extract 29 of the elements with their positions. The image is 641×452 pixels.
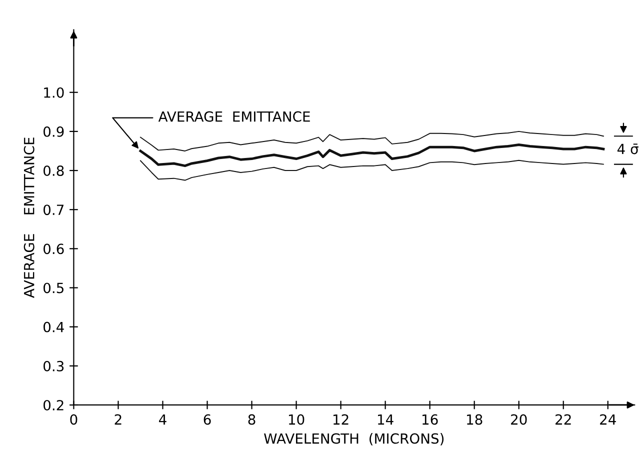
- x-tick-label: 12: [333, 414, 348, 425]
- y-axis-title: AVERAGE EMITTANCE: [24, 138, 34, 298]
- y-tick-label: 0.6: [44, 244, 64, 254]
- x-axis-title: WAVELENGTH (MICRONS): [264, 433, 444, 446]
- y-tick-label: 0.7: [44, 204, 64, 216]
- x-tick-label: 20: [511, 414, 527, 425]
- x-tick-label: 10: [288, 414, 304, 425]
- x-tick-label: 24: [600, 414, 616, 425]
- line-series: [139, 143, 605, 168]
- y-tick-label: 0.9: [44, 126, 64, 137]
- annotation: AVERAGE EMITTANCE: [158, 111, 310, 122]
- x-tick-label: 4: [159, 414, 166, 425]
- y-tick-label: 0.4: [44, 322, 64, 332]
- x-tick-label: 2: [114, 414, 122, 425]
- annotation: 4 σ̄: [617, 144, 638, 154]
- x-tick-label: 18: [467, 414, 482, 425]
- y-tick-label: 0.3: [44, 360, 64, 372]
- x-tick-label: 22: [556, 414, 571, 425]
- line-series: [140, 160, 604, 181]
- y-tick-label: 1.0: [44, 87, 64, 98]
- y-tick-label: 0.5: [44, 282, 64, 294]
- x-tick-label: 16: [422, 414, 438, 425]
- y-tick-label: 0.2: [44, 400, 64, 410]
- line-series: [140, 130, 604, 152]
- x-tick-label: 14: [378, 414, 394, 425]
- y-tick-label: 0.8: [44, 165, 64, 176]
- x-tick-label: 8: [248, 414, 256, 425]
- x-tick-label: 0: [70, 414, 78, 425]
- x-tick-label: 6: [204, 414, 211, 425]
